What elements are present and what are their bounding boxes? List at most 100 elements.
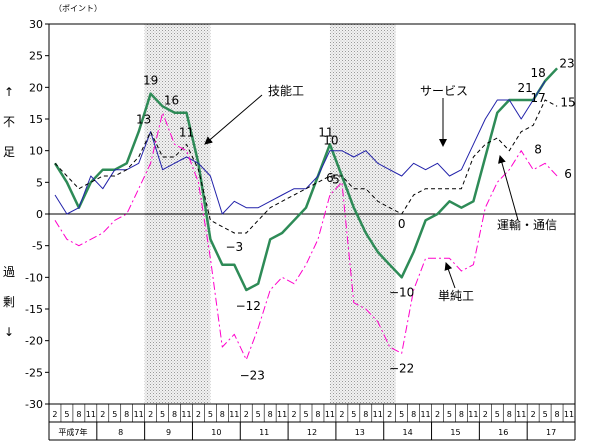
series-label: 運輸・通信 <box>497 217 557 232</box>
point-label: 8 <box>534 142 542 156</box>
month-label: 5 <box>543 410 548 419</box>
series-lines <box>53 67 559 361</box>
point-label: 21 <box>560 0 575 3</box>
month-label: 11 <box>134 410 144 419</box>
point-label: 11 <box>318 125 333 139</box>
side-label-surplus: 剰 <box>3 295 15 309</box>
month-label: 5 <box>447 410 452 419</box>
year-label: 14 <box>403 428 413 437</box>
side-label-shortage: 不 <box>3 115 15 129</box>
year-label: 13 <box>355 428 365 437</box>
month-label: 5 <box>208 410 213 419</box>
series-label-arrow <box>204 94 263 145</box>
series-line-1 <box>54 80 546 215</box>
y-tick-label: -30 <box>25 398 43 411</box>
series-line-3 <box>54 112 558 361</box>
month-label: 8 <box>76 410 81 419</box>
point-label: 6 <box>326 171 334 185</box>
month-label: 5 <box>112 410 117 419</box>
y-tick-label: 15 <box>29 113 43 126</box>
point-label: 17 <box>530 91 545 105</box>
month-label: 5 <box>495 410 500 419</box>
month-label: 11 <box>420 410 430 419</box>
y-tick-label: 30 <box>29 18 43 31</box>
month-label: 5 <box>160 410 165 419</box>
unit-label: （ポイント） <box>54 4 102 13</box>
month-label: 2 <box>244 410 249 419</box>
month-label: 2 <box>100 410 105 419</box>
point-label: 0 <box>398 217 406 231</box>
series-label: 単純工 <box>438 289 474 303</box>
month-label: 2 <box>531 410 536 419</box>
y-tick-label: -5 <box>32 240 43 253</box>
point-label: −12 <box>236 299 261 313</box>
year-label: 平成7年 <box>58 427 87 437</box>
month-label: 11 <box>229 410 239 419</box>
series-label-arrow <box>444 262 456 289</box>
month-label: 8 <box>555 410 560 419</box>
month-label: 11 <box>181 410 191 419</box>
point-label: −22 <box>389 361 414 375</box>
month-label: 8 <box>507 410 512 419</box>
month-label: 5 <box>351 410 356 419</box>
month-label: 8 <box>268 410 273 419</box>
month-label: 5 <box>303 410 308 419</box>
month-label: 11 <box>468 410 478 419</box>
y-tick-label: 20 <box>29 81 43 94</box>
point-label: 15 <box>560 95 575 109</box>
month-label: 8 <box>124 410 129 419</box>
y-tick-label: -25 <box>25 366 43 379</box>
month-label: 11 <box>564 410 574 419</box>
month-label: 2 <box>435 410 440 419</box>
series-label: 技能工 <box>268 84 304 98</box>
year-label: 8 <box>118 428 123 437</box>
month-label: 8 <box>172 410 177 419</box>
point-label: 16 <box>164 94 179 108</box>
month-label: 2 <box>148 410 153 419</box>
month-label: 2 <box>483 410 488 419</box>
month-label: 11 <box>86 410 96 419</box>
point-label: 23 <box>559 56 574 70</box>
labels: 19131611−3−12−231110650−10−2221181782321… <box>136 0 576 383</box>
point-label: −3 <box>225 240 243 254</box>
y-tick-label: 5 <box>36 176 43 189</box>
year-label: 16 <box>498 428 508 437</box>
month-label: 2 <box>387 410 392 419</box>
series-line-0 <box>53 67 559 292</box>
series-line-2 <box>54 99 558 234</box>
y-tick-label: -20 <box>25 335 43 348</box>
y-tick-label: 25 <box>29 50 43 63</box>
side-label-shortage: ↑ <box>4 85 14 99</box>
point-label: 18 <box>530 66 545 80</box>
month-label: 11 <box>277 410 287 419</box>
point-label: 10 <box>323 134 338 148</box>
axes: 302520151050-5-10-15-20-25-30（ポイント）↑不足過剰… <box>3 4 576 441</box>
point-label: −23 <box>240 369 265 383</box>
y-tick-label: 0 <box>36 208 43 221</box>
y-tick-label: -10 <box>25 271 43 284</box>
month-label: 8 <box>411 410 416 419</box>
year-label: 10 <box>211 428 221 437</box>
year-label: 9 <box>166 428 171 437</box>
year-label: 17 <box>546 428 556 437</box>
point-label: −10 <box>389 285 414 299</box>
side-label-surplus: ↓ <box>4 325 14 339</box>
month-label: 5 <box>64 410 69 419</box>
year-label: 15 <box>450 428 460 437</box>
month-label: 8 <box>315 410 320 419</box>
month-label: 11 <box>516 410 526 419</box>
month-label: 5 <box>256 410 261 419</box>
month-label: 8 <box>459 410 464 419</box>
year-label: 11 <box>259 428 269 437</box>
month-label: 11 <box>325 410 335 419</box>
month-label: 2 <box>52 410 57 419</box>
month-label: 11 <box>373 410 383 419</box>
month-label: 8 <box>363 410 368 419</box>
point-label: 11 <box>179 125 194 139</box>
series-label-arrow <box>498 155 519 221</box>
y-tick-label: -15 <box>25 303 43 316</box>
year-label: 12 <box>307 428 317 437</box>
point-label: 21 <box>518 81 533 95</box>
month-label: 8 <box>220 410 225 419</box>
